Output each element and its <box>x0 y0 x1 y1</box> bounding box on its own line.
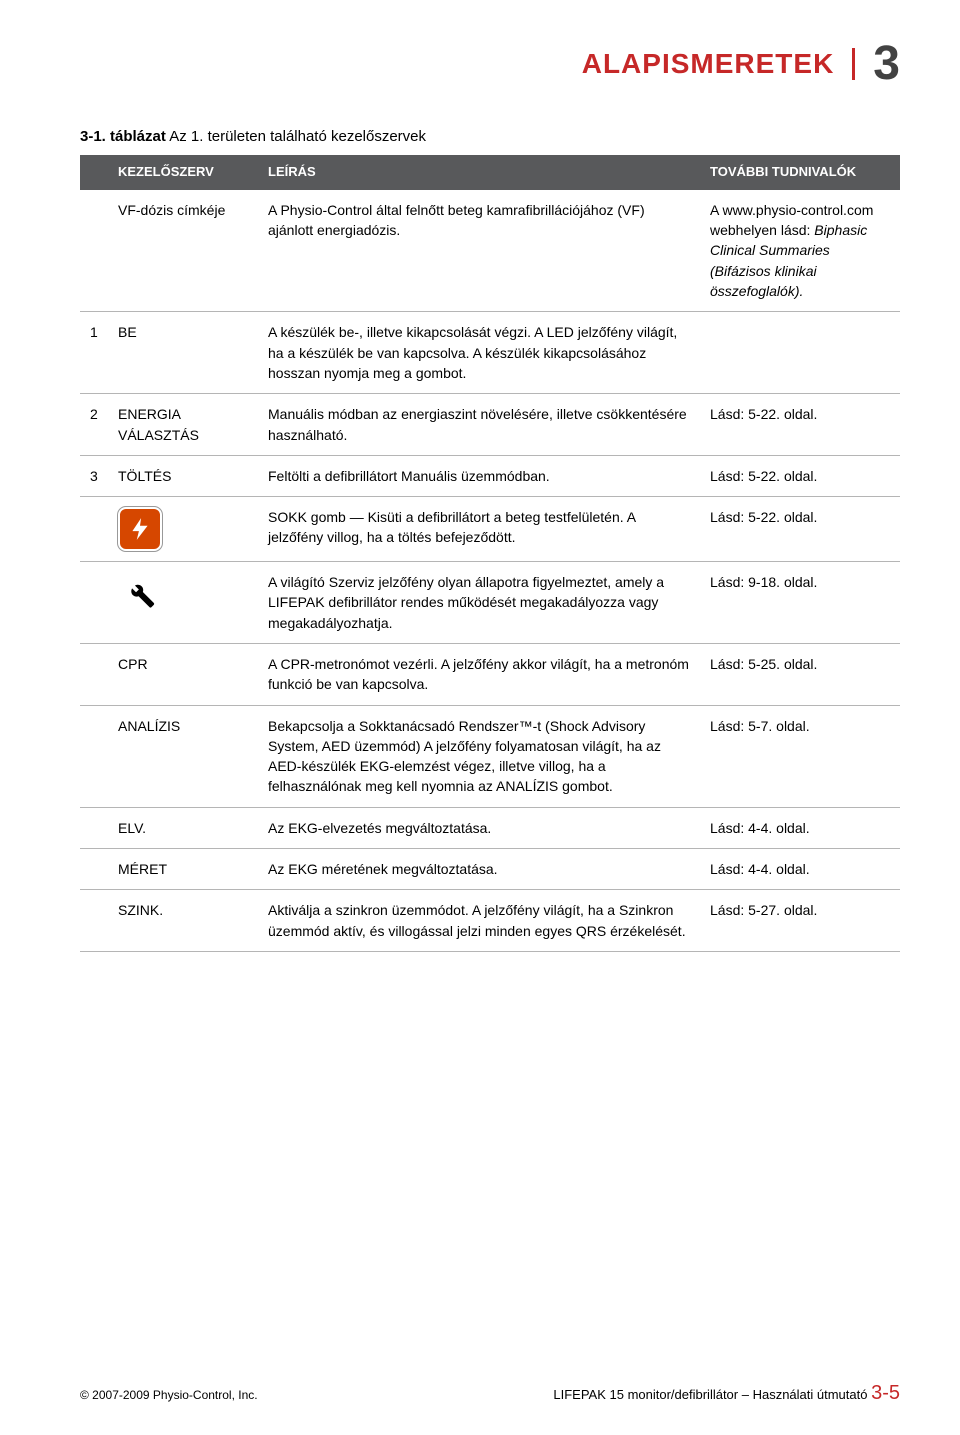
table-row: ANALÍZISBekapcsolja a Sokktanácsadó Rend… <box>80 705 900 807</box>
row-more-info: Lásd: 5-22. oldal. <box>700 455 900 496</box>
row-more-info: Lásd: 5-22. oldal. <box>700 394 900 456</box>
row-control: VF-dózis címkéje <box>108 190 258 312</box>
row-number <box>80 644 108 706</box>
page-footer: © 2007-2009 Physio-Control, Inc. LIFEPAK… <box>80 1382 900 1405</box>
row-more-info: Lásd: 5-22. oldal. <box>700 497 900 562</box>
row-description: Az EKG-elvezetés megváltoztatása. <box>258 807 700 848</box>
row-control: ANALÍZIS <box>108 705 258 807</box>
row-control: BE <box>108 312 258 394</box>
row-description: Feltölti a defibrillátort Manuális üzemm… <box>258 455 700 496</box>
row-description: A készülék be-, illetve kikapcsolását vé… <box>258 312 700 394</box>
wrench-icon <box>118 572 162 616</box>
row-more-info: Lásd: 4-4. oldal. <box>700 849 900 890</box>
controls-table: KEZELŐSZERV LEÍRÁS TOVÁBBI TUDNIVALÓK VF… <box>80 155 900 952</box>
table-row: A világító Szerviz jelzőfény olyan állap… <box>80 562 900 644</box>
table-caption: 3-1. táblázat Az 1. területen található … <box>80 128 900 145</box>
table-row: VF-dózis címkéjeA Physio-Control által f… <box>80 190 900 312</box>
footer-copyright: © 2007-2009 Physio-Control, Inc. <box>80 1388 258 1402</box>
footer-doc-title: LIFEPAK 15 monitor/defibrillátor – Haszn… <box>553 1387 867 1402</box>
row-number <box>80 890 108 952</box>
row-number <box>80 497 108 562</box>
row-description: Manuális módban az energiaszint növelésé… <box>258 394 700 456</box>
row-more-info: Lásd: 5-25. oldal. <box>700 644 900 706</box>
col-control-header: KEZELŐSZERV <box>108 155 258 190</box>
chapter-title: ALAPISMERETEK <box>582 48 856 80</box>
row-control: MÉRET <box>108 849 258 890</box>
row-description: Bekapcsolja a Sokktanácsadó Rendszer™-t … <box>258 705 700 807</box>
table-caption-rest: Az 1. területen található kezelőszervek <box>166 128 426 145</box>
row-control: SZINK. <box>108 890 258 952</box>
table-row: CPRA CPR-metronómot vezérli. A jelzőfény… <box>80 644 900 706</box>
row-more-info: Lásd: 5-7. oldal. <box>700 705 900 807</box>
table-row: 2ENERGIA VÁLASZTÁSManuális módban az ene… <box>80 394 900 456</box>
row-more-info: Lásd: 9-18. oldal. <box>700 562 900 644</box>
chapter-number: 3 <box>855 40 900 88</box>
row-description: A világító Szerviz jelzőfény olyan állap… <box>258 562 700 644</box>
table-row: MÉRETAz EKG méretének megváltoztatása.Lá… <box>80 849 900 890</box>
row-control <box>108 562 258 644</box>
row-more-info: Lásd: 5-27. oldal. <box>700 890 900 952</box>
row-control: TÖLTÉS <box>108 455 258 496</box>
row-description: SOKK gomb — Kisüti a defibrillátort a be… <box>258 497 700 562</box>
table-header-row: KEZELŐSZERV LEÍRÁS TOVÁBBI TUDNIVALÓK <box>80 155 900 190</box>
row-number: 2 <box>80 394 108 456</box>
table-caption-bold: 3-1. táblázat <box>80 128 166 145</box>
row-number <box>80 705 108 807</box>
row-more-info: Lásd: 4-4. oldal. <box>700 807 900 848</box>
row-number <box>80 562 108 644</box>
col-info-header: TOVÁBBI TUDNIVALÓK <box>700 155 900 190</box>
row-number <box>80 190 108 312</box>
row-description: Az EKG méretének megváltoztatása. <box>258 849 700 890</box>
shock-icon <box>118 507 162 551</box>
row-control: CPR <box>108 644 258 706</box>
table-row: 3TÖLTÉSFeltölti a defibrillátort Manuáli… <box>80 455 900 496</box>
col-description-header: LEÍRÁS <box>258 155 700 190</box>
row-number: 1 <box>80 312 108 394</box>
table-row: ELV.Az EKG-elvezetés megváltoztatása.Lás… <box>80 807 900 848</box>
row-number <box>80 807 108 848</box>
footer-page-number: 3-5 <box>871 1382 900 1404</box>
row-more-info: A www.physio-control.com webhelyen lásd:… <box>700 190 900 312</box>
table-row: 1BEA készülék be-, illetve kikapcsolását… <box>80 312 900 394</box>
page-header: ALAPISMERETEK 3 <box>80 40 900 88</box>
row-more-info <box>700 312 900 394</box>
row-number <box>80 849 108 890</box>
table-row: SZINK.Aktiválja a szinkron üzemmódot. A … <box>80 890 900 952</box>
row-control: ENERGIA VÁLASZTÁS <box>108 394 258 456</box>
table-row: SOKK gomb — Kisüti a defibrillátort a be… <box>80 497 900 562</box>
footer-right: LIFEPAK 15 monitor/defibrillátor – Haszn… <box>553 1382 900 1405</box>
row-description: Aktiválja a szinkron üzemmódot. A jelzőf… <box>258 890 700 952</box>
row-control <box>108 497 258 562</box>
row-control: ELV. <box>108 807 258 848</box>
row-description: A Physio-Control által felnőtt beteg kam… <box>258 190 700 312</box>
row-number: 3 <box>80 455 108 496</box>
row-description: A CPR-metronómot vezérli. A jelzőfény ak… <box>258 644 700 706</box>
col-num-header <box>80 155 108 190</box>
